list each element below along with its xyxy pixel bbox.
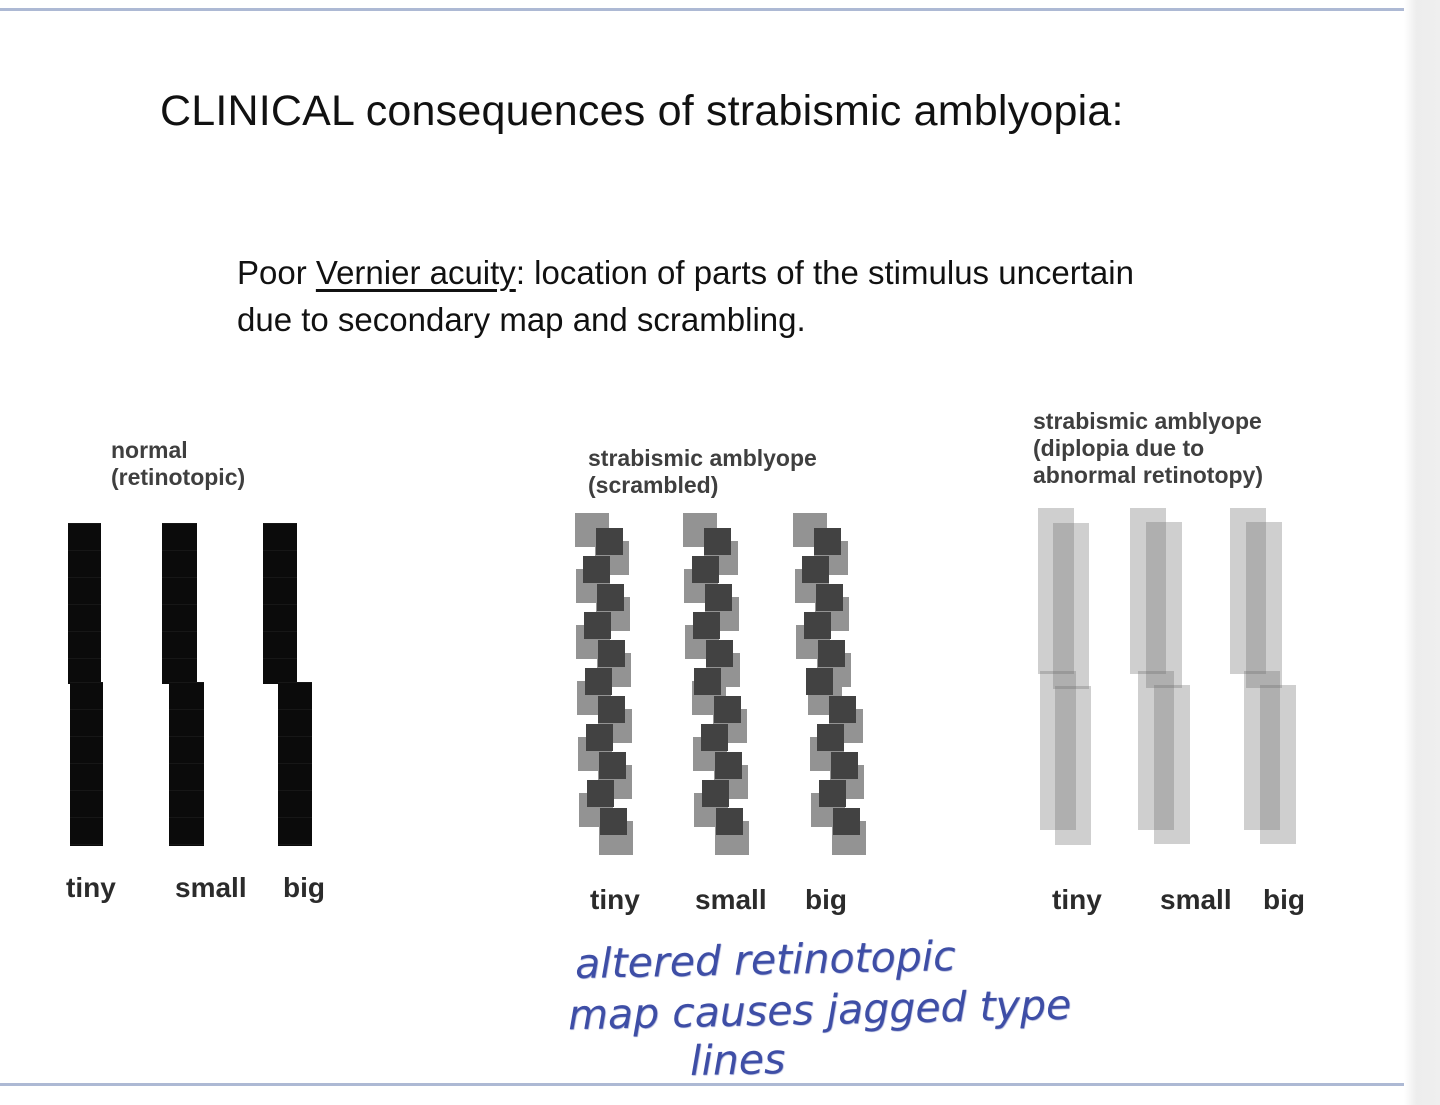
- scramble-square-dark: [802, 556, 829, 583]
- bar-size-label-small: small: [1160, 884, 1232, 915]
- bar-size-label-small: small: [695, 884, 767, 915]
- body-text: Poor Vernier acuity: location of parts o…: [237, 249, 1177, 343]
- figure-group-header-line: strabismic amblyope: [1033, 408, 1262, 434]
- handwritten-annotation-line-1: altered retinotopic: [574, 932, 957, 988]
- scramble-square-dark: [597, 584, 624, 611]
- bar-size-label-big: big: [283, 872, 325, 903]
- scramble-square-dark: [704, 528, 731, 555]
- scramble-square-dark: [804, 612, 831, 639]
- scramble-square-dark: [706, 640, 733, 667]
- scramble-square-dark: [596, 528, 623, 555]
- diplopia-bar-layer2-upper: [1146, 522, 1182, 688]
- solid-bar-upper-segment: [162, 523, 197, 684]
- figure-group-header-line: (retinotopic): [111, 464, 246, 490]
- solid-bar-upper-segment: [68, 523, 101, 684]
- scramble-square-dark: [819, 780, 846, 807]
- solid-bar-lower-segment: [70, 682, 103, 846]
- scramble-square-dark: [829, 696, 856, 723]
- scramble-square-dark: [814, 528, 841, 555]
- figure-group-header-line: strabismic amblyope: [588, 445, 817, 471]
- diplopia-bar-layer2-lower: [1260, 685, 1296, 844]
- scramble-square-dark: [598, 640, 625, 667]
- scramble-square-dark: [716, 808, 743, 835]
- handwritten-annotation-line-3: lines: [689, 1035, 786, 1085]
- body-text-suffix: : location of parts of the stimulus unce…: [237, 254, 1134, 338]
- scramble-square-dark: [831, 752, 858, 779]
- figure-group-header-line: (scrambled): [588, 472, 719, 498]
- scramble-square-dark: [599, 752, 626, 779]
- diplopia-bar-layer1-lower: [1040, 671, 1076, 830]
- bar-size-label-tiny: tiny: [1052, 884, 1102, 915]
- diplopia-bar-layer1-lower: [1138, 671, 1174, 830]
- diplopia-bar-layer1-upper: [1230, 508, 1266, 674]
- scramble-square-dark: [702, 780, 729, 807]
- body-text-underlined-term: Vernier acuity: [315, 254, 516, 291]
- slide-bottom-border: [0, 1083, 1408, 1086]
- scramble-square-dark: [806, 668, 833, 695]
- bar-size-label-tiny: tiny: [590, 884, 640, 915]
- scramble-square-dark: [586, 724, 613, 751]
- scramble-square-dark: [583, 556, 610, 583]
- diplopia-bar-layer1-upper: [1038, 508, 1074, 674]
- scramble-square-dark: [705, 584, 732, 611]
- scramble-square-dark: [585, 668, 612, 695]
- scramble-square-dark: [818, 640, 845, 667]
- diplopia-bar-layer2-lower: [1154, 685, 1190, 844]
- solid-bar-lower-segment: [278, 682, 312, 846]
- bar-size-label-small: small: [175, 872, 247, 903]
- scramble-square-dark: [817, 724, 844, 751]
- diplopia-bar-layer2-upper: [1246, 522, 1282, 688]
- scramble-square-dark: [816, 584, 843, 611]
- bar-size-label-big: big: [1263, 884, 1305, 915]
- scramble-square-dark: [692, 556, 719, 583]
- scramble-square-dark: [714, 696, 741, 723]
- figure-group-header-diplopia: strabismic amblyope (diplopia due to abnor…: [1033, 408, 1263, 489]
- diplopia-bar-layer1-lower: [1244, 671, 1280, 830]
- bar-size-label-tiny: tiny: [66, 872, 116, 903]
- body-text-prefix: Poor: [237, 254, 316, 291]
- scramble-square-dark: [833, 808, 860, 835]
- scramble-square-dark: [600, 808, 627, 835]
- figure-group-header-line: (diplopia due to: [1033, 435, 1205, 461]
- diplopia-bar-layer2-upper: [1053, 523, 1089, 689]
- scramble-square-dark: [715, 752, 742, 779]
- figure-group-header-line: abnormal retinotopy): [1033, 462, 1264, 488]
- bar-size-label-big: big: [805, 884, 847, 915]
- slide-title: CLINICAL consequences of strabismic ambl…: [160, 86, 1124, 135]
- solid-bar-upper-segment: [263, 523, 297, 684]
- figure-group-header-line: normal: [111, 437, 188, 463]
- slide-top-border: [0, 8, 1408, 11]
- scramble-square-dark: [701, 724, 728, 751]
- scramble-square-dark: [584, 612, 611, 639]
- scramble-square-dark: [693, 612, 720, 639]
- solid-bar-lower-segment: [169, 682, 204, 846]
- handwritten-annotation-line-2: map causes jagged type: [567, 980, 1072, 1040]
- scramble-square-dark: [587, 780, 614, 807]
- figure-group-header-solid: normal (retinotopic): [111, 437, 245, 491]
- diplopia-bar-layer1-upper: [1130, 508, 1166, 674]
- right-gutter: [1404, 0, 1440, 1105]
- scramble-square-dark: [598, 696, 625, 723]
- diplopia-bar-layer2-lower: [1055, 686, 1091, 845]
- figure-group-header-scrambled: strabismic amblyope (scrambled): [588, 445, 817, 499]
- scramble-square-dark: [694, 668, 721, 695]
